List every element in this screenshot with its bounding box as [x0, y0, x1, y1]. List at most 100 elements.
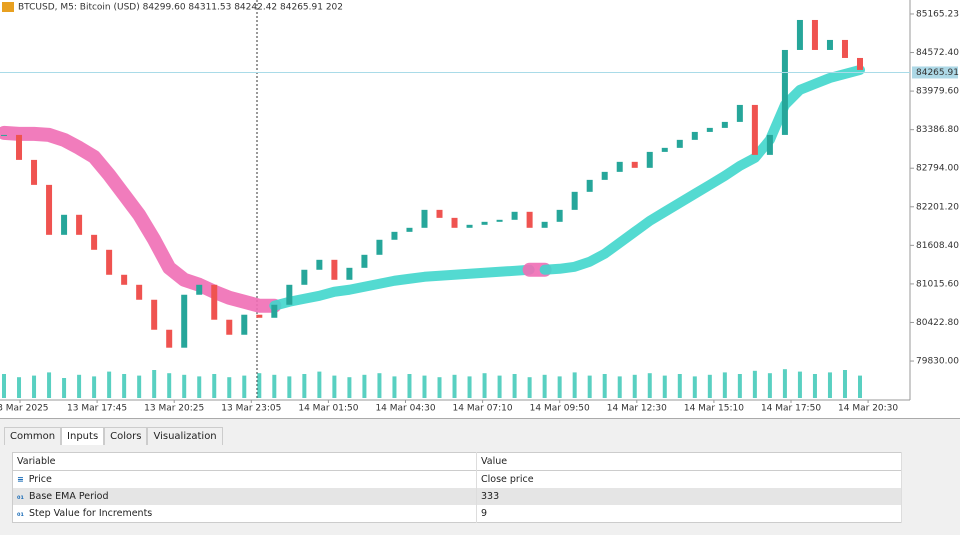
volume-bar [737, 374, 742, 398]
y-tick-label: 83979.60 [916, 87, 959, 97]
volume-bar [707, 374, 712, 398]
candle [436, 209, 443, 218]
volume-bar [497, 375, 502, 398]
volume-bar [122, 374, 127, 398]
candle [16, 134, 23, 160]
symbol-icon [2, 2, 14, 12]
volume-bar [227, 377, 232, 398]
candle [616, 161, 623, 172]
tab-strip: Common Inputs Colors Visualization [4, 427, 223, 445]
header-row: Variable Value [12, 452, 902, 471]
candle [781, 49, 788, 135]
candle [541, 221, 548, 228]
cell-text: Step Value for Increments [29, 508, 153, 519]
table-cell: ₀₁ Step Value for Increments [12, 505, 477, 523]
volume-bar [617, 376, 622, 398]
x-tick-label: 14 Mar 17:50 [761, 404, 821, 414]
volume-bar [377, 373, 382, 398]
volume-bar [632, 374, 637, 398]
candle [796, 19, 803, 50]
inputs-table: Variable Value ≡ Price Close price ₀₁ Base E… [12, 452, 902, 523]
table-cell: Close price [476, 470, 902, 488]
volume-bar [317, 371, 322, 398]
y-tick-label: 84572.40 [916, 48, 959, 58]
candle [676, 139, 683, 148]
candle [256, 314, 263, 318]
row-icon: ≡ [17, 475, 24, 484]
y-tick-label: 82794.00 [916, 164, 959, 174]
chart-header: BTCUSD, M5: Bitcoin (USD) 84299.60 84311… [18, 3, 343, 13]
y-tick-label: 82201.20 [916, 202, 959, 212]
volume-bar [407, 374, 412, 398]
candle [496, 219, 503, 222]
row-icon: ₀₁ [17, 492, 25, 501]
candle [361, 254, 368, 268]
x-tick-label: 14 Mar 15:10 [684, 404, 744, 414]
ema-ribbon [0, 125, 282, 313]
volume-bar [437, 377, 442, 398]
candle [601, 171, 608, 180]
chart: BTCUSD, M5: Bitcoin (USD) 84299.60 84311… [0, 0, 960, 418]
table-row[interactable]: ≡ Price Close price [12, 470, 902, 488]
volume-bar [62, 378, 67, 398]
volume-bar [332, 375, 337, 398]
volume-bar [107, 371, 112, 398]
volume-bar [257, 373, 262, 398]
volume-bar [467, 376, 472, 398]
tab[interactable]: Colors [104, 427, 148, 445]
candle [91, 234, 98, 250]
tab[interactable]: Common [4, 427, 62, 445]
candle [586, 179, 593, 192]
ema-ribbon [539, 64, 865, 275]
candle [721, 121, 728, 128]
y-tick-label: 80422.80 [916, 318, 959, 328]
volume-bar [362, 374, 367, 398]
table-row[interactable]: ₀₁ Base EMA Period 333 [12, 488, 902, 505]
volume-bar [392, 376, 397, 398]
volume-bar [17, 377, 22, 398]
table-cell: ₀₁ Base EMA Period [12, 488, 477, 505]
tab[interactable]: Inputs [61, 427, 105, 445]
cell-text: 9 [481, 508, 488, 519]
volume-bar [512, 374, 517, 398]
volume-bar [842, 370, 847, 398]
y-tick-label: 81015.60 [916, 279, 959, 289]
candle [646, 151, 653, 168]
cell-text: 333 [481, 491, 500, 502]
volume-bar [647, 373, 652, 398]
candle [631, 161, 638, 168]
volume-bar [662, 375, 667, 398]
candle [826, 39, 833, 50]
candle [511, 211, 518, 220]
cell-text: Price [28, 474, 52, 485]
candle [181, 294, 188, 348]
candle [841, 39, 848, 58]
candle [1, 134, 7, 136]
candle [76, 214, 83, 235]
volume-bar [137, 375, 142, 398]
chart-bg [0, 0, 960, 418]
candle [691, 131, 698, 140]
candle [196, 284, 203, 295]
volume-bar [677, 374, 682, 398]
table-row[interactable]: ₀₁ Step Value for Increments 9 [12, 505, 902, 523]
x-tick-label: 13 Mar 23:05 [221, 404, 281, 414]
table-cell: 333 [476, 488, 902, 505]
candle [106, 249, 113, 275]
candle [736, 104, 743, 122]
x-tick-label: 13 Mar 17:45 [67, 404, 127, 414]
table-cell: ≡ Price [12, 470, 477, 488]
candle [316, 259, 323, 270]
price-label-bg [912, 66, 958, 79]
y-tick-label: 85165.23 [916, 9, 959, 19]
x-tick-label: 14 Mar 04:30 [375, 404, 435, 414]
volume-bar [2, 374, 6, 398]
volume-bar [527, 377, 532, 398]
x-tick-label: 14 Mar 09:50 [530, 404, 590, 414]
tab[interactable]: Visualization [147, 427, 223, 445]
candle [61, 214, 68, 235]
volume-bar [572, 372, 577, 398]
volume-bar [482, 373, 487, 398]
y-tick-label: 79830.00 [916, 357, 959, 367]
properties-panel: Common Inputs Colors Visualization Variable… [0, 418, 960, 535]
